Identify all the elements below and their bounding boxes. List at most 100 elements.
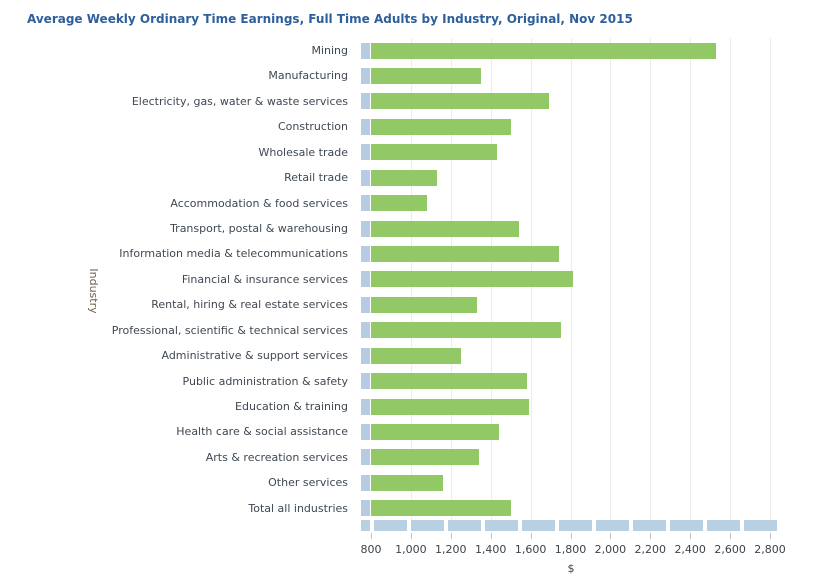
bar-row [361,89,790,114]
gridline [650,38,652,521]
bar-accommodation-food-services [371,195,427,212]
bar-electricity-gas-water-waste-services [371,93,549,110]
chart-title: Average Weekly Ordinary Time Earnings, F… [27,12,633,26]
bar-row [361,63,790,88]
bar-mining [371,42,717,59]
scrollbar-segment [670,520,703,531]
bar-row [361,114,790,139]
bar-rental-hiring-real-estate-services [371,296,477,313]
row-handle[interactable] [361,373,370,390]
category-label: Retail trade [284,171,348,185]
bar-construction [371,118,511,135]
scrollbar-segment [448,520,481,531]
bar-arts-recreation-services [371,449,479,466]
scrollbar-segment [707,520,740,531]
bar-row [361,165,790,190]
gridline [610,38,612,521]
gridline [770,38,771,521]
category-label: Mining [311,44,348,57]
row-handle[interactable] [361,449,370,466]
x-tick-label: 2,400 [674,543,706,556]
scrollbar-segment [374,520,407,531]
row-handle[interactable] [361,169,370,186]
bar-row [361,470,790,495]
bar-row [361,496,790,521]
scrollbar-segment [633,520,666,531]
x-tick-mark [490,533,492,539]
category-label: Wholesale trade [258,145,348,159]
bar-public-administration-safety [371,373,527,390]
x-tick-label: 1,400 [474,543,507,556]
x-axis-title: $ [567,562,575,575]
gridline [730,38,732,521]
x-tick-mark [410,533,412,539]
bar-row [361,292,790,317]
category-label: Health care & social assistance [176,425,348,439]
x-tick-label: 1,800 [554,543,587,556]
x-tick-label: 800 [360,543,382,556]
scrollbar-segment [522,520,555,531]
bar-wholesale-trade [371,144,497,161]
category-label: Arts & recreation services [205,450,348,464]
row-handle[interactable] [361,398,370,415]
x-tick-label: 2,800 [754,543,786,556]
row-handle[interactable] [361,68,370,85]
x-tick-label: 2,200 [634,543,667,556]
bar-row [361,267,790,292]
category-label: Information media & telecommunications [119,247,348,261]
scrollbar-segment [596,520,629,531]
scrollbar-segment [485,520,518,531]
row-handle[interactable] [361,42,370,59]
category-label: Other services [268,476,348,490]
row-handle[interactable] [361,220,370,237]
horizontal-scrollbar[interactable] [361,520,777,531]
scrollbar-segment [361,520,370,531]
scrollbar-segment [411,520,444,531]
row-handle[interactable] [361,246,370,263]
category-label: Electricity, gas, water & waste services [131,94,348,108]
bar-row [361,38,790,63]
row-handle[interactable] [361,474,370,491]
row-handle[interactable] [361,296,370,313]
bar-row [361,419,790,444]
x-tick-mark [610,533,612,539]
scrollbar-segment [744,520,777,531]
bar-education-training [371,398,529,415]
bar-professional-scientific-technical-services [371,322,561,339]
row-handle[interactable] [361,195,370,212]
category-label: Administrative & support services [161,349,348,362]
category-label: Total all industries [248,501,348,515]
bar-row [361,241,790,266]
bar-health-care-social-assistance [371,423,499,440]
row-handle[interactable] [361,347,370,364]
bar-row [361,343,790,368]
x-tick-mark [650,533,652,539]
category-label: Accommodation & food services [170,196,348,210]
x-tick-label: 2,000 [594,543,627,556]
category-label: Transport, postal & warehousing [170,221,348,235]
row-handle[interactable] [361,271,370,288]
bar-transport-postal-warehousing [371,220,519,237]
row-handle[interactable] [361,423,370,440]
scrollbar-segment [559,520,592,531]
category-label: Financial & insurance services [181,272,348,286]
category-label: Public administration & safety [182,374,348,388]
gridline [690,38,692,521]
x-tick-label: 1,000 [395,543,427,556]
bar-information-media-telecommunications [371,246,559,263]
bar-row [361,394,790,419]
row-handle[interactable] [361,93,370,110]
row-handle[interactable] [361,500,370,517]
x-tick-mark [450,533,452,539]
row-handle[interactable] [361,322,370,339]
x-tick-label: 1,600 [514,543,547,556]
category-label: Construction [277,120,348,134]
bar-manufacturing [371,68,481,85]
bar-row [361,140,790,165]
row-handle[interactable] [361,144,370,161]
bar-row [361,318,790,343]
category-label: Education & training [235,399,348,413]
row-handle[interactable] [361,118,370,135]
bar-total-all-industries [371,500,511,517]
